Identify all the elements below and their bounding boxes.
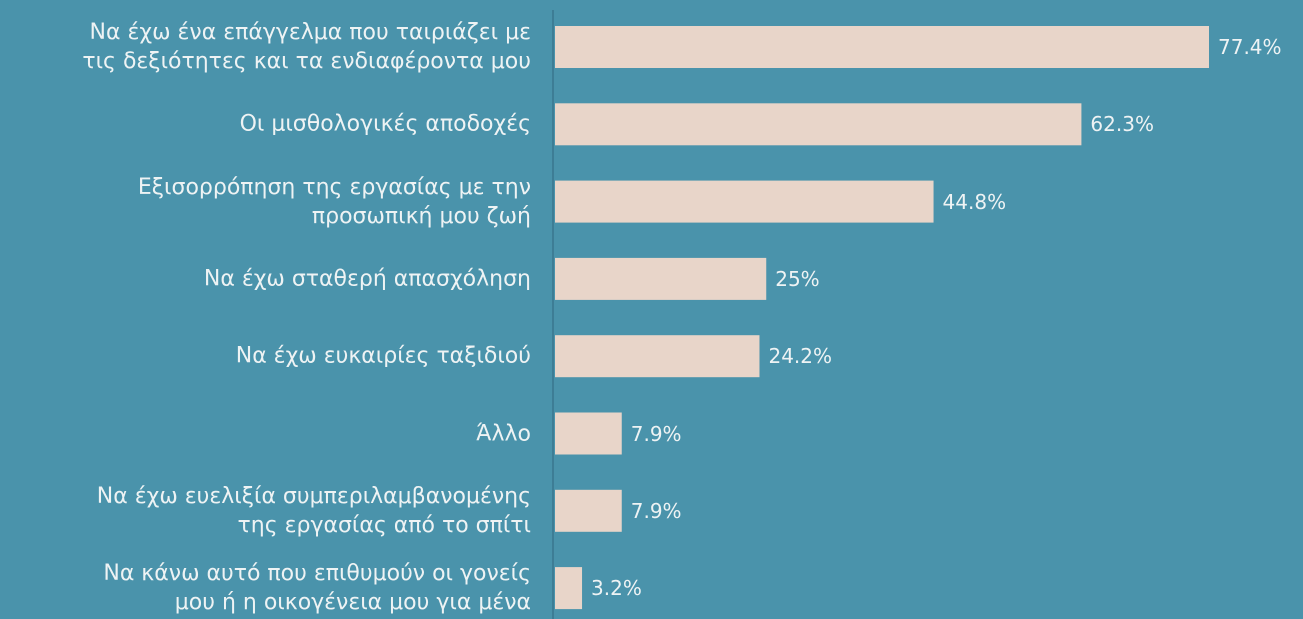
category-label: Να έχω ευκαιρίες ταξιδιού [235, 343, 531, 369]
value-label: 7.9% [630, 421, 682, 446]
value-label: 62.3% [1090, 112, 1154, 137]
value-label: 7.9% [630, 498, 682, 523]
bar [555, 412, 622, 455]
bar [555, 257, 767, 300]
bar [555, 335, 760, 378]
value-label: 25% [775, 266, 820, 291]
category-label: Να έχω σταθερή απασχόληση [203, 266, 531, 292]
bar [555, 180, 934, 223]
category-label: Οι μισθολογικές αποδοχές [239, 111, 531, 137]
bar [555, 26, 1209, 68]
value-label: 3.2% [591, 576, 642, 601]
category-label: Άλλο [476, 421, 531, 446]
bar [555, 489, 622, 532]
category-label: Να έχω ένα επάγγελμα που ταιριάζει με τι… [82, 20, 531, 74]
value-label: 77.4% [1218, 35, 1282, 59]
category-label: Να έχω ευελιξία συμπεριλαμβανομένης της … [96, 483, 531, 538]
category-label: Να κάνω αυτό που επιθυμούν οι γονείς μου… [103, 561, 531, 616]
bar [555, 103, 1082, 146]
bar [555, 567, 583, 610]
category-label: Εξισορρόπηση της εργασίας με την προσωπι… [137, 174, 531, 229]
value-label: 24.2% [768, 344, 833, 369]
value-label: 44.8% [942, 189, 1007, 214]
